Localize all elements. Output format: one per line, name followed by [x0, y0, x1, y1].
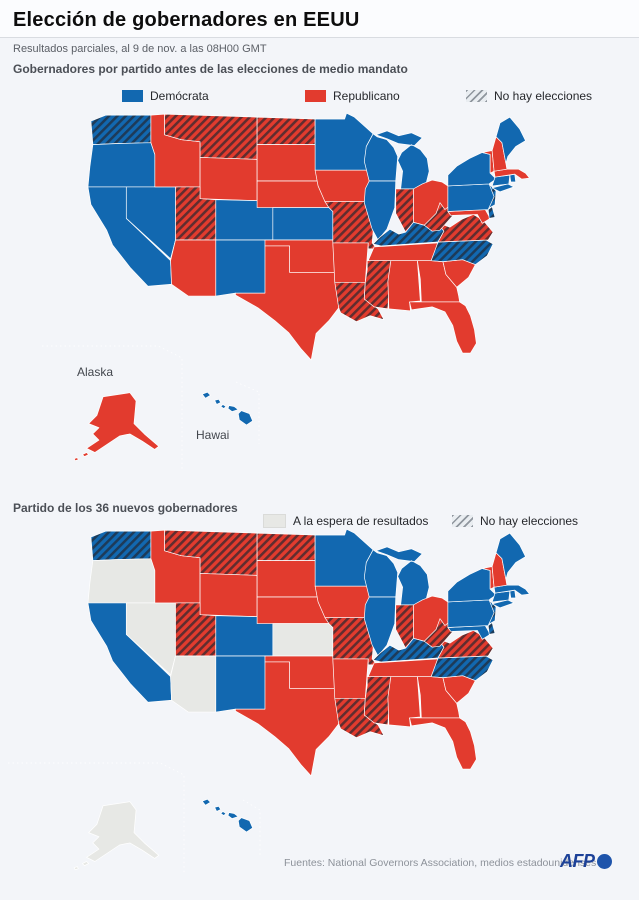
legend-pending-label: A la espera de resultados — [293, 514, 429, 528]
state-AL-map2 — [387, 676, 421, 728]
state-PA-map2 — [447, 599, 495, 628]
legend-no-election: No hay elecciones — [466, 89, 592, 103]
state-KS-map1 — [272, 207, 334, 241]
afp-logo-dot-icon — [596, 854, 612, 869]
state-OR-map1 — [87, 142, 156, 188]
state-WA-map1 — [90, 114, 152, 145]
democrat-swatch-icon — [122, 90, 143, 102]
state-TX-map2 — [235, 661, 340, 777]
state-HI-island0-map1 — [201, 391, 211, 399]
map-before-midterms — [87, 112, 530, 361]
state-FL-map2 — [409, 717, 477, 770]
no-election-swatch-icon — [466, 90, 487, 102]
page-title: Elección de gobernadores en EEUU — [13, 9, 360, 31]
state-IA-map1 — [314, 169, 373, 203]
state-HI-island4-map2 — [237, 817, 253, 832]
state-SD-map2 — [256, 560, 320, 598]
state-VA-map1 — [436, 214, 494, 243]
state-OR-map2 — [87, 558, 156, 604]
state-WI-map2 — [363, 549, 399, 598]
state-NM-map2 — [215, 655, 274, 713]
legend-no-election-label-2: No hay elecciones — [480, 514, 579, 528]
state-MS-map2 — [363, 676, 392, 726]
state-NC-map2 — [430, 655, 494, 681]
state-HI-island4-map1 — [237, 410, 253, 425]
state-AZ-map2 — [170, 655, 217, 713]
hawaii-inset-map2 — [201, 798, 253, 832]
state-TX-map1 — [235, 245, 340, 361]
state-ND-map2 — [256, 532, 316, 561]
state-AR-map2 — [332, 658, 369, 699]
state-HI-island2-map2 — [220, 811, 227, 816]
state-FL-map1 — [409, 301, 477, 354]
title-band — [0, 0, 639, 38]
state-MA-map2 — [493, 584, 530, 596]
state-AL-map1 — [387, 260, 421, 312]
source-credit: Fuentes: National Governors Association,… — [284, 857, 597, 869]
state-AK-map2 — [73, 801, 160, 871]
state-VT-map2 — [481, 566, 495, 590]
state-VT-map1 — [481, 150, 495, 174]
state-RI-map2 — [509, 589, 517, 599]
state-RI-map1 — [509, 173, 517, 183]
state-NM-map1 — [215, 239, 274, 297]
state-WI-map1 — [363, 133, 399, 182]
state-AZ-map1 — [170, 239, 217, 297]
state-DE-map2 — [487, 622, 496, 635]
alaska-label: Alaska — [77, 365, 114, 379]
state-DE-map1 — [487, 206, 496, 219]
section1-heading: Gobernadores por partido antes de las el… — [13, 62, 408, 76]
state-KY-map2 — [372, 637, 445, 663]
legend-no-election-2: No hay elecciones — [452, 514, 578, 528]
legend-no-election-label: No hay elecciones — [494, 89, 593, 103]
state-WA-map2 — [90, 530, 152, 561]
alaska-inset-map2 — [73, 801, 160, 871]
state-SD-map1 — [256, 144, 320, 182]
legend-republican-label: Republicano — [333, 89, 400, 103]
afp-logo: AFP — [560, 851, 612, 872]
pending-swatch-icon — [263, 514, 286, 528]
state-KS-map2 — [272, 623, 334, 657]
alaska-inset-map1 — [73, 392, 160, 462]
state-NC-map1 — [430, 239, 494, 265]
section2-heading: Partido de los 36 nuevos gobernadores — [13, 501, 238, 515]
state-PA-map1 — [447, 183, 495, 212]
state-AK-map1 — [73, 392, 160, 462]
state-KY-map1 — [372, 221, 445, 247]
state-HI-island2-map1 — [220, 404, 227, 409]
afp-logo-text: AFP — [560, 851, 595, 871]
state-HI-island3-map2 — [227, 812, 239, 819]
hawaii-label: Hawai — [196, 428, 230, 442]
state-IA-map2 — [314, 585, 373, 619]
republican-swatch-icon — [305, 90, 326, 102]
legend-democrat-label: Demócrata — [150, 89, 209, 103]
no-election-swatch-icon-2 — [452, 515, 473, 527]
legend-pending: A la espera de resultados — [263, 514, 428, 528]
hawaii-inset-map1 — [201, 391, 253, 425]
state-AR-map1 — [332, 242, 369, 283]
map-new-governors — [87, 528, 530, 777]
subtitle-timestamp: Resultados parciales, al 9 de nov. a las… — [13, 43, 267, 55]
state-MS-map1 — [363, 260, 392, 310]
state-WY-map1 — [199, 157, 258, 202]
state-HI-island1-map2 — [214, 805, 222, 812]
state-ME-map2 — [495, 532, 526, 580]
legend-democrat: Demócrata — [122, 89, 209, 103]
state-HI-island3-map1 — [227, 405, 239, 412]
state-ME-map1 — [495, 116, 526, 164]
state-WY-map2 — [199, 573, 258, 618]
state-MA-map1 — [493, 168, 530, 180]
state-HI-island1-map1 — [214, 398, 222, 405]
state-ND-map1 — [256, 116, 316, 145]
state-HI-island0-map2 — [201, 798, 211, 806]
legend-republican: Republicano — [305, 89, 400, 103]
state-VA-map2 — [436, 630, 494, 659]
